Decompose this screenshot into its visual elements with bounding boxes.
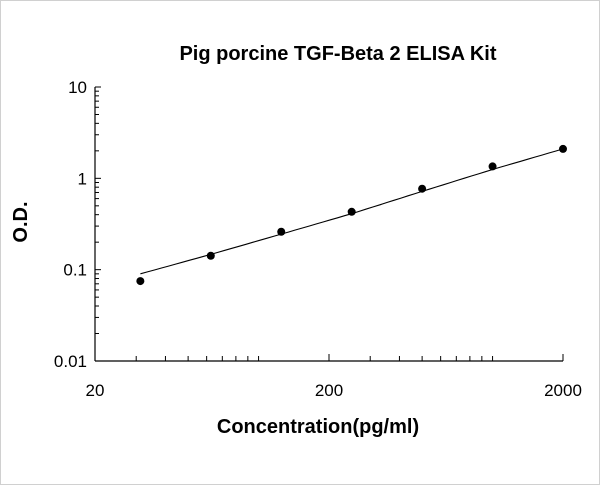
y-tick-label: 0.1 xyxy=(63,261,87,280)
chart-title: Pig porcine TGF-Beta 2 ELISA Kit xyxy=(179,43,496,65)
y-tick-label: 0.01 xyxy=(54,352,87,371)
x-tick-label: 2000 xyxy=(544,381,582,400)
data-point xyxy=(559,144,567,153)
data-point xyxy=(277,227,286,236)
data-point xyxy=(136,277,145,286)
data-point xyxy=(418,184,427,193)
x-tick-label: 20 xyxy=(86,381,105,400)
x-tick-label: 200 xyxy=(315,381,343,400)
x-axis-label: Concentration(pg/ml) xyxy=(217,416,419,438)
data-point xyxy=(347,207,356,216)
data-points-group xyxy=(136,144,567,286)
axes: 0.01 0.1 1 10 20 200 2000 xyxy=(54,78,582,400)
y-tick-label: 10 xyxy=(68,78,87,97)
y-tick-label: 1 xyxy=(78,169,87,188)
y-axis-label: O.D. xyxy=(10,201,32,242)
data-point xyxy=(488,162,497,171)
data-point xyxy=(206,251,215,260)
